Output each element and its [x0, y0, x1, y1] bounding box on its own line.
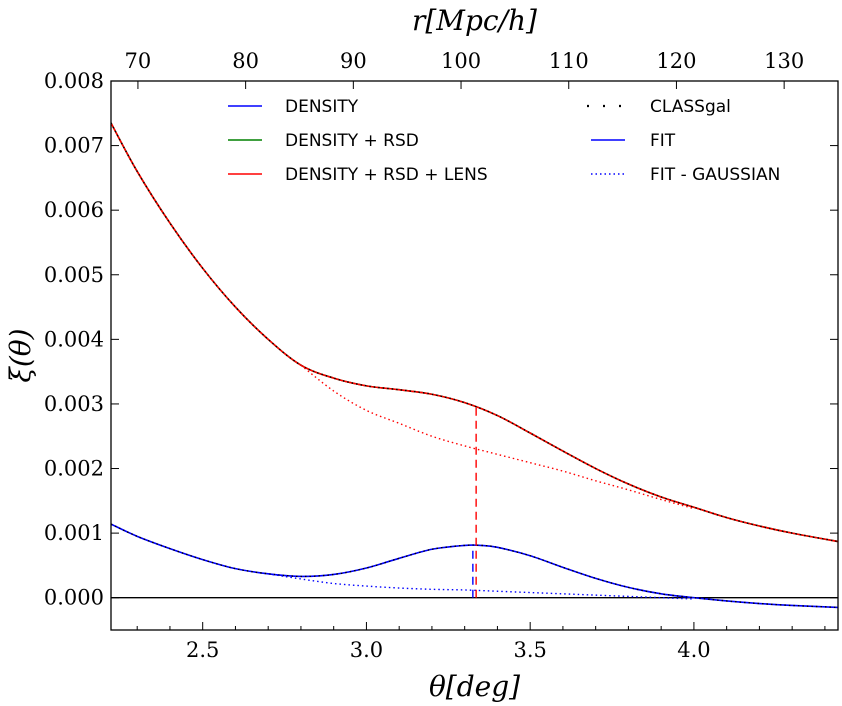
x-tick-label: 3.5 [513, 638, 546, 662]
x-tick-label: 2.5 [186, 638, 219, 662]
legend-label: CLASSgal [650, 97, 731, 117]
peak-markers [472, 407, 477, 598]
x-tick-label: 3.0 [350, 638, 383, 662]
legend-label: DENSITY + RSD + LENS [285, 165, 488, 185]
x2-tick-label: 70 [125, 49, 152, 73]
x2-tick-label: 90 [340, 49, 367, 73]
x2-tick-label: 120 [656, 49, 696, 73]
series-line-density-rsd-1 [111, 122, 838, 543]
legend-label: FIT - GAUSSIAN [650, 165, 780, 185]
legend: DENSITY DENSITY + RSD DENSITY + RSD + LENS… [228, 97, 780, 185]
x2-axis-label: r[Mpc/h] [412, 4, 537, 37]
legend-label: DENSITY [285, 97, 359, 117]
legend-label: FIT [650, 131, 676, 151]
legend-label: DENSITY + RSD [285, 131, 419, 151]
x-tick-label: 4.0 [677, 638, 710, 662]
plot-lines [111, 122, 838, 609]
y-tick-label: 0.002 [44, 457, 104, 481]
x2-tick-label: 80 [232, 49, 259, 73]
y-tick-label: 0.005 [44, 263, 104, 287]
y-tick-label: 0.001 [44, 521, 104, 545]
y-tick-label: 0.000 [44, 586, 104, 610]
series-line-fit-gaussian-6 [268, 573, 694, 600]
series-line-density-rsd-lens-2 [111, 122, 838, 543]
series-line-classgal-4 [111, 523, 838, 609]
x2-tick-label: 110 [549, 49, 589, 73]
y-axis-label: ξ(θ) [4, 328, 37, 382]
y-tick-label: 0.008 [44, 69, 104, 93]
plot-frame [110, 80, 839, 631]
series-line-classgal-3 [111, 122, 838, 543]
y-tick-label: 0.006 [44, 198, 104, 222]
x2-tick-label: 130 [764, 49, 804, 73]
y-tick-label: 0.003 [44, 392, 104, 416]
y-tick-label: 0.007 [44, 134, 104, 158]
x-axis-label: θ[deg] [429, 670, 520, 703]
axis-ticks [111, 80, 838, 630]
series-line-density-0 [111, 523, 838, 609]
x2-tick-label: 100 [441, 49, 481, 73]
y-tick-label: 0.004 [44, 327, 104, 351]
tick-labels: 2.5 3.0 3.5 4.0 70 80 90 100 110 120 130 0.000 0.001… [44, 49, 804, 662]
